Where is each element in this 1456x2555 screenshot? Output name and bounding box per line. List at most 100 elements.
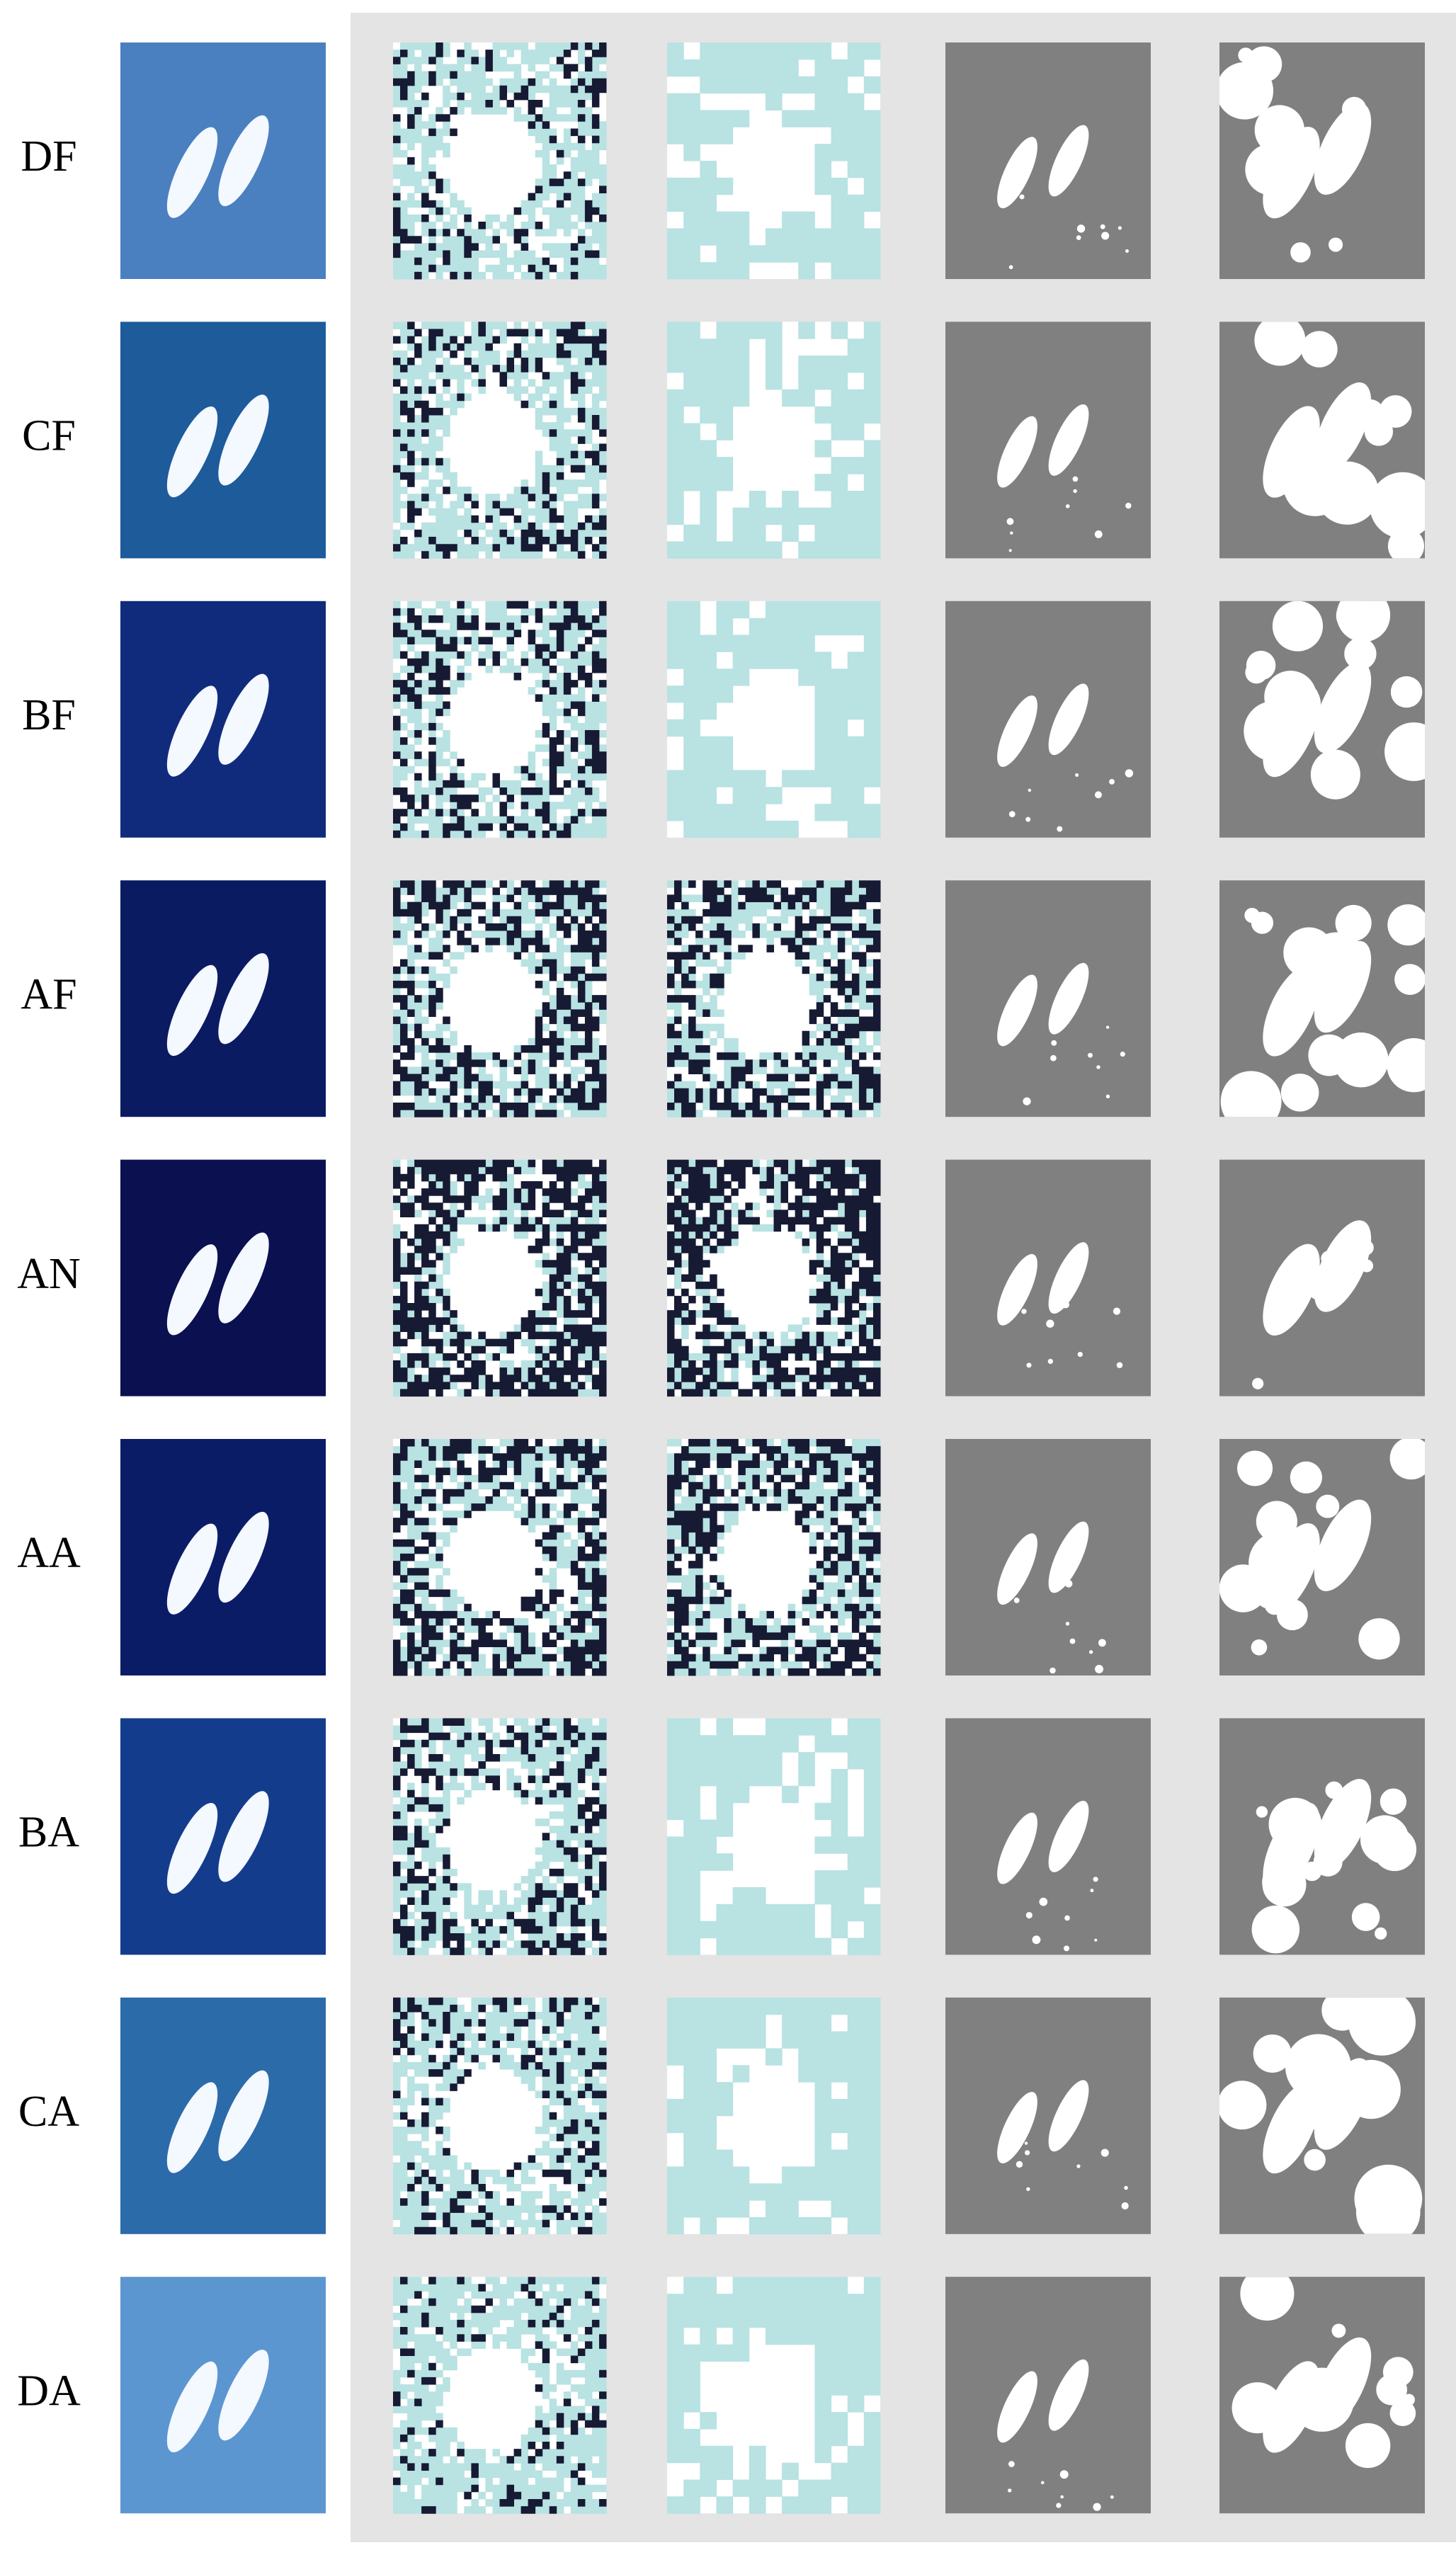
- mask-circle: [1335, 904, 1372, 941]
- dark-cells: [393, 1159, 607, 1397]
- pixel-map: [667, 321, 881, 559]
- mask-dot: [1094, 791, 1102, 799]
- cloud: [218, 394, 269, 486]
- dark-cells: [667, 880, 881, 1117]
- mask-background: [945, 321, 1151, 559]
- dilated-mask: [1219, 1159, 1425, 1396]
- mask-blob: [1048, 2080, 1089, 2152]
- mask-circle: [1384, 722, 1425, 781]
- blob-group: [1219, 1439, 1425, 1660]
- mask-circle: [1344, 637, 1377, 670]
- cloud-mask: [945, 1997, 1151, 2234]
- mask-blob: [1314, 661, 1372, 753]
- mask-dot: [1021, 1309, 1027, 1314]
- mask-dot: [1076, 224, 1086, 233]
- mask-circle: [1301, 331, 1338, 368]
- mask-dot: [1093, 2503, 1101, 2511]
- dark-cells: [393, 1439, 607, 1676]
- mask-circle: [1394, 964, 1425, 995]
- mask-dot: [1039, 1897, 1048, 1906]
- mask-circle: [1267, 734, 1288, 755]
- blob-group: [1252, 1220, 1374, 1389]
- mask-circle: [1315, 461, 1380, 525]
- mask-dot: [1069, 1638, 1076, 1644]
- mask-dot: [1013, 1598, 1020, 1603]
- cloud: [218, 1232, 269, 1324]
- mask-circle: [1268, 1797, 1322, 1851]
- mask-dot: [1105, 1025, 1110, 1029]
- row-label: BF: [22, 691, 76, 739]
- cloud: [218, 2350, 269, 2441]
- cloud: [218, 1511, 269, 1603]
- mask-dot: [1019, 194, 1025, 200]
- mask-dot: [1008, 549, 1012, 552]
- mask-circle: [1256, 1501, 1297, 1542]
- pixel-map: [393, 1997, 607, 2235]
- mask-blob: [1048, 404, 1089, 476]
- cloud-mask: [945, 2277, 1151, 2514]
- mask-background: [945, 1997, 1151, 2234]
- pixel-map: [667, 880, 881, 1117]
- mask-blob: [1263, 406, 1320, 498]
- mask-blob: [1048, 962, 1089, 1035]
- mask-dot: [1117, 226, 1122, 230]
- mask-circle: [1246, 46, 1282, 83]
- mask-blob: [1048, 1521, 1089, 1593]
- mask-circle: [1345, 2423, 1391, 2469]
- satellite-image: [120, 42, 326, 279]
- mask-blob: [1048, 1242, 1089, 1314]
- cloud-mask: [945, 1718, 1151, 1955]
- mask-dot: [1028, 788, 1032, 792]
- mask-dot: [1025, 1911, 1033, 1919]
- mask-blob: [997, 137, 1037, 209]
- mask-blob: [997, 695, 1037, 767]
- mask-circle: [1290, 2367, 1355, 2432]
- cyan-cells: [667, 42, 881, 280]
- mask-dot: [1064, 1915, 1070, 1921]
- mask-blob: [1314, 1220, 1372, 1312]
- pixel-map: [667, 42, 881, 280]
- mask-dot: [1050, 1667, 1056, 1674]
- pixel-map: [393, 880, 607, 1117]
- row-label: AA: [17, 1529, 81, 1577]
- mask-blob: [1314, 1499, 1372, 1591]
- mask-dot: [1025, 2150, 1030, 2156]
- mask-circle: [1387, 904, 1425, 946]
- mask-circle: [1219, 1564, 1268, 1612]
- mask-dot: [1100, 224, 1105, 229]
- mask-circle: [1220, 1071, 1282, 1117]
- mask-blob: [997, 2092, 1037, 2163]
- mask-blob: [1263, 964, 1320, 1057]
- mask-dot: [1105, 1094, 1110, 1098]
- mask-dot: [1075, 773, 1079, 778]
- mask-circle: [1321, 1251, 1336, 1266]
- mask-dot: [1065, 504, 1070, 508]
- mask-blob: [997, 1533, 1037, 1605]
- mask-background: [945, 42, 1151, 279]
- pixel-map: [393, 321, 607, 559]
- row-label: DF: [21, 132, 76, 181]
- dilated-mask: [1219, 880, 1425, 1117]
- cyan-cells: [667, 1997, 881, 2235]
- mask-background: [945, 2277, 1151, 2514]
- mask-circle: [1331, 2323, 1346, 2338]
- mask-circle: [1253, 2034, 1292, 2073]
- cloud: [218, 2070, 269, 2161]
- row-label: CF: [22, 412, 76, 460]
- dark-cells: [393, 601, 607, 838]
- image-background: [120, 880, 326, 1117]
- satellite-image: [120, 2277, 326, 2514]
- mask-dot: [1098, 1639, 1106, 1647]
- mask-dot: [1094, 1938, 1098, 1942]
- row-label: BA: [18, 1809, 79, 1857]
- mask-dot: [1076, 235, 1081, 240]
- mask-dot: [1120, 1052, 1125, 1057]
- mask-circle: [1252, 1377, 1264, 1389]
- satellite-image: [120, 321, 326, 559]
- mask-blob: [1263, 1244, 1320, 1336]
- cyan-cells: [667, 601, 881, 838]
- mask-dot: [1046, 1319, 1054, 1328]
- cloud-mask: [945, 601, 1151, 838]
- mask-dot: [1090, 1889, 1094, 1893]
